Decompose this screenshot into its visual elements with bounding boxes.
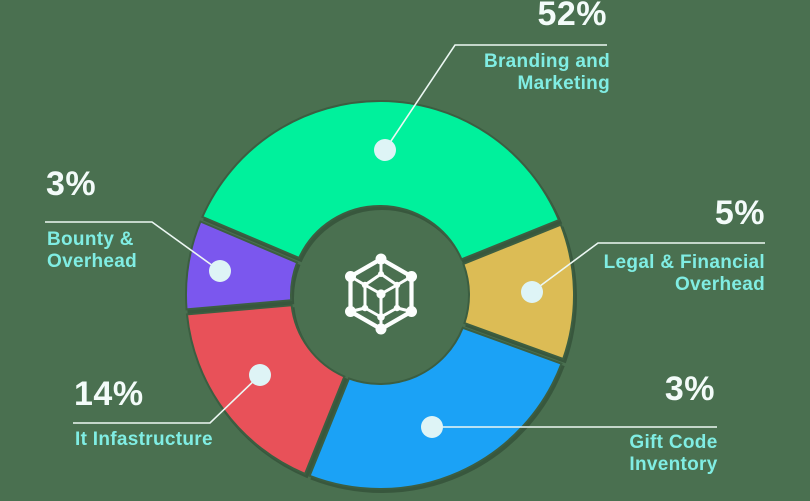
- slice-bounty-overhead: [185, 220, 299, 311]
- callout-dot: [249, 364, 271, 386]
- label-legal-financial-overhead: Legal & Financial Overhead: [603, 252, 765, 295]
- slice-it-infastructure: [185, 304, 346, 476]
- label-it-infastructure: It Infastructure: [75, 429, 213, 450]
- callout-dot: [209, 260, 231, 282]
- callout-line: [384, 44, 607, 151]
- network-logo-icon: [345, 253, 417, 335]
- callout-dot: [374, 139, 396, 161]
- percent-gift-code-inventory: 3%: [664, 370, 715, 408]
- percent-it-infastructure: 14%: [74, 375, 144, 413]
- slice-legal-financial-overhead: [462, 223, 575, 361]
- label-bounty-overhead: Bounty & Overhead: [47, 229, 138, 272]
- label-branding-marketing: Branding and Marketing: [483, 51, 610, 94]
- callout-dot: [421, 416, 443, 438]
- callout-line: [531, 242, 765, 293]
- percent-branding-marketing: 52%: [537, 0, 607, 33]
- percent-bounty-overhead: 3%: [46, 165, 97, 203]
- callout-lines: [45, 44, 765, 438]
- callout-line: [73, 374, 261, 424]
- donut-slices: [185, 100, 575, 490]
- slice-branding-and-marketing: [201, 100, 561, 261]
- label-gift-code-inventory: Gift Code Inventory: [629, 432, 718, 475]
- slice-gift-code-inventory: [308, 326, 563, 490]
- percent-legal-financial-overhead: 5%: [714, 194, 765, 232]
- callout-line: [45, 221, 221, 272]
- callout-dot: [521, 281, 543, 303]
